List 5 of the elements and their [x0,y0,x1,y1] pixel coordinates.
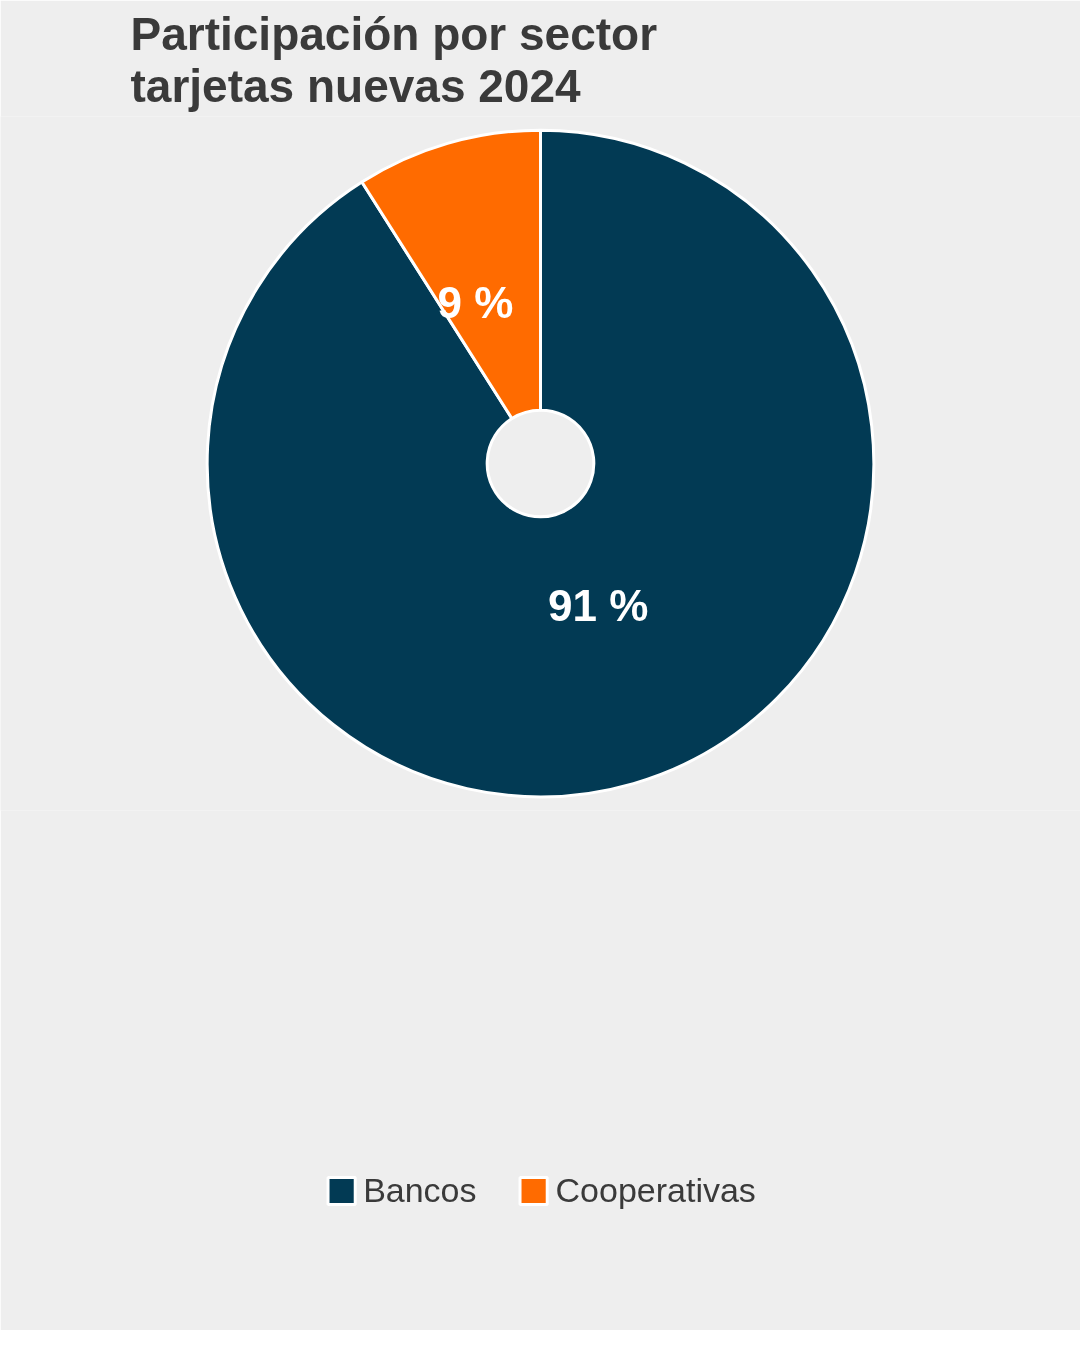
data-label: 9 % [437,278,514,328]
legend-label: Cooperativas [555,1170,756,1210]
chart-title: Participación por sector tarjetas nuevas 2024 [130,7,658,112]
legend-label: Bancos [363,1170,477,1210]
data-label: 91 % [548,581,649,631]
